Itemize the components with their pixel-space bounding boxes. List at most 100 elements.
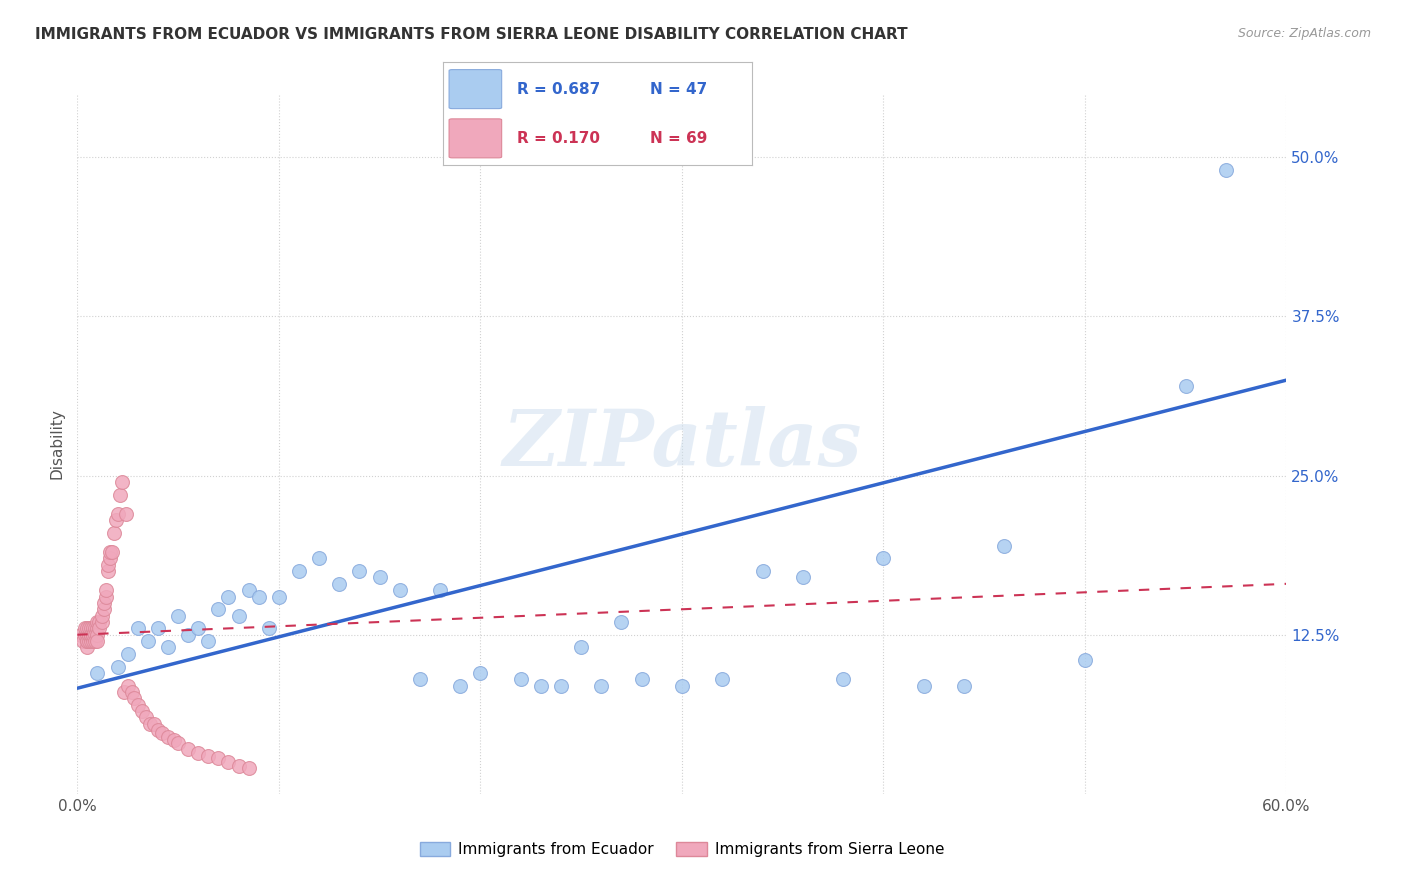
Point [86, 621, 108, 635]
Point [80, 634, 103, 648]
Point [238, 761, 260, 775]
Point [72, 634, 94, 648]
Point [112, 685, 135, 699]
Point [90, 608, 112, 623]
Point [82, 628, 104, 642]
Point [139, 717, 162, 731]
Point [80, 628, 103, 642]
Text: R = 0.170: R = 0.170 [517, 131, 600, 146]
Point [157, 730, 180, 744]
Point [103, 525, 125, 540]
Point [449, 679, 471, 693]
Point [509, 673, 531, 687]
Point [117, 679, 139, 693]
Point [90, 615, 112, 629]
Point [107, 659, 129, 673]
Text: N = 69: N = 69 [650, 131, 707, 146]
Point [98, 551, 121, 566]
Point [953, 679, 976, 693]
Point [267, 590, 290, 604]
Point [82, 634, 104, 648]
Point [630, 673, 652, 687]
Point [96, 558, 118, 572]
Point [75, 628, 97, 642]
Point [163, 733, 186, 747]
Point [530, 679, 553, 693]
Point [146, 621, 169, 635]
Point [429, 583, 451, 598]
Point [79, 628, 101, 642]
Point [86, 628, 108, 642]
FancyBboxPatch shape [449, 70, 502, 109]
Point [832, 673, 855, 687]
Point [94, 590, 117, 604]
Point [76, 634, 98, 648]
Point [80, 628, 103, 642]
Point [131, 704, 153, 718]
Point [711, 673, 734, 687]
Point [388, 583, 411, 598]
Point [610, 615, 633, 629]
Point [111, 475, 134, 489]
Point [792, 570, 814, 584]
Point [328, 576, 350, 591]
Point [569, 640, 592, 655]
Point [127, 698, 149, 712]
Point [912, 679, 935, 693]
Text: IMMIGRANTS FROM ECUADOR VS IMMIGRANTS FROM SIERRA LEONE DISABILITY CORRELATION C: IMMIGRANTS FROM ECUADOR VS IMMIGRANTS FR… [35, 27, 908, 42]
Point [79, 621, 101, 635]
Point [86, 665, 108, 680]
Point [122, 691, 145, 706]
Point [117, 647, 139, 661]
Point [100, 545, 122, 559]
Point [207, 602, 229, 616]
Point [218, 755, 240, 769]
Point [470, 665, 492, 680]
Text: Source: ZipAtlas.com: Source: ZipAtlas.com [1237, 27, 1371, 40]
Point [86, 634, 108, 648]
Point [127, 621, 149, 635]
Y-axis label: Disability: Disability [49, 409, 65, 479]
Point [550, 679, 572, 693]
Point [80, 628, 103, 642]
Point [228, 759, 250, 773]
Point [257, 621, 280, 635]
Point [228, 608, 250, 623]
Point [142, 717, 165, 731]
Point [1074, 653, 1097, 667]
Point [146, 723, 169, 738]
Point [308, 551, 330, 566]
Text: ZIPatlas: ZIPatlas [502, 406, 862, 482]
Point [187, 621, 209, 635]
Point [76, 640, 98, 655]
Point [167, 608, 190, 623]
Point [167, 736, 190, 750]
Point [108, 488, 131, 502]
Point [121, 685, 143, 699]
Point [368, 570, 391, 584]
Point [197, 634, 219, 648]
Point [76, 634, 98, 648]
Point [94, 583, 117, 598]
Point [177, 742, 200, 756]
Point [288, 564, 311, 578]
Point [98, 545, 121, 559]
Point [76, 621, 98, 635]
Point [84, 621, 107, 635]
Point [107, 507, 129, 521]
Point [104, 513, 127, 527]
Point [751, 564, 773, 578]
Point [76, 628, 98, 642]
Point [96, 564, 118, 578]
Text: R = 0.687: R = 0.687 [517, 81, 600, 96]
Point [82, 621, 104, 635]
Point [93, 596, 115, 610]
Point [80, 621, 103, 635]
Point [84, 634, 107, 648]
Point [93, 602, 115, 616]
Point [70, 628, 93, 642]
Legend: Immigrants from Ecuador, Immigrants from Sierra Leone: Immigrants from Ecuador, Immigrants from… [413, 836, 950, 863]
Point [89, 621, 111, 635]
Point [177, 628, 200, 642]
Point [1174, 379, 1197, 393]
